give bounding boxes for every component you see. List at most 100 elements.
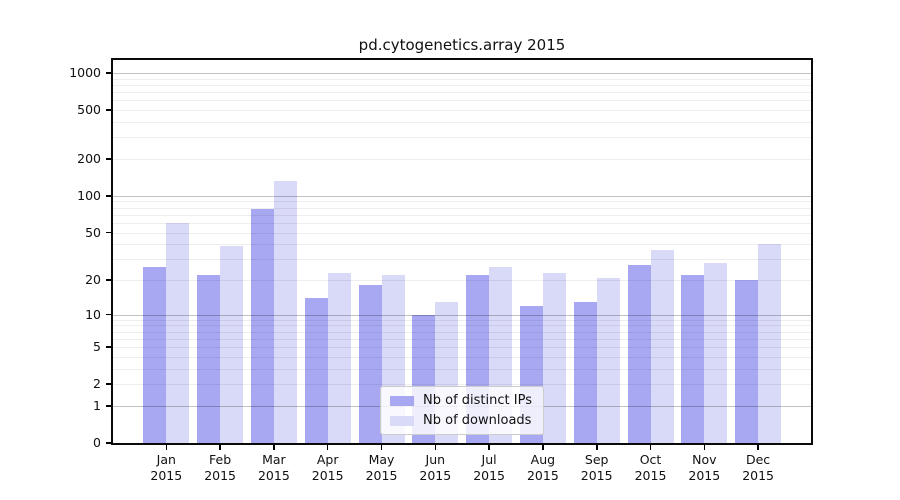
minor-gridline: [113, 356, 811, 358]
y-tick-label: 20: [85, 272, 101, 287]
x-tick-label: Jan 2015: [150, 452, 183, 483]
minor-gridline: [113, 85, 811, 86]
x-tick: [219, 445, 221, 450]
y-tick-label: 2: [93, 376, 101, 392]
legend-item-distinct-ips: Nb of distinct IPs: [390, 393, 532, 408]
bar-sep-distinct-ips: [573, 301, 597, 443]
y-tick: [106, 405, 111, 407]
x-tick-label: Apr 2015: [311, 452, 344, 483]
y-tick-label: 5: [93, 339, 101, 355]
minor-gridline: [113, 338, 811, 340]
x-tick: [703, 445, 705, 450]
y-tick-label: 100: [77, 187, 101, 203]
bar-dec-distinct-ips: [735, 280, 759, 443]
legend-swatch-distinct-ips: [390, 395, 415, 406]
x-tick: [649, 445, 652, 450]
minor-gridline: [113, 259, 811, 261]
bar-dec-downloads: [758, 244, 782, 443]
bar-oct-distinct-ips: [627, 264, 651, 443]
minor-gridline: [113, 368, 811, 370]
bar-mar-distinct-ips: [250, 209, 274, 443]
minor-gridline: [113, 244, 811, 246]
bar-aug-downloads: [542, 272, 566, 443]
minor-gridline: [113, 92, 811, 94]
x-tick-label: Oct 2015: [634, 452, 667, 483]
x-tick-label: Mar 2015: [257, 452, 290, 483]
y-tick: [106, 383, 111, 385]
y-tick: [106, 279, 111, 281]
y-tick: [106, 442, 111, 444]
y-tick-label: 0: [93, 435, 101, 450]
y-tick: [106, 195, 111, 197]
minor-gridline: [113, 325, 811, 327]
y-tick: [106, 313, 111, 316]
y-tick-label: 1000: [69, 65, 101, 80]
bar-nov-downloads: [704, 262, 728, 443]
legend-item-downloads: Nb of downloads: [390, 413, 532, 428]
bar-feb-downloads: [220, 245, 244, 443]
x-tick: [542, 445, 544, 450]
x-tick-label: Jun 2015: [419, 452, 452, 483]
bar-apr-distinct-ips: [304, 298, 328, 443]
x-tick: [380, 445, 383, 450]
major-gridline: [113, 73, 811, 74]
bar-jan-downloads: [166, 222, 190, 443]
minor-gridline: [113, 331, 811, 333]
minor-gridline: [113, 280, 811, 281]
x-tick: [434, 445, 437, 450]
y-tick-label: 1: [93, 397, 101, 413]
bar-jan-distinct-ips: [143, 266, 167, 443]
x-tick: [488, 445, 490, 450]
x-tick-label: Aug 2015: [526, 452, 559, 483]
y-tick: [106, 346, 111, 348]
x-tick: [596, 445, 598, 450]
legend: Nb of distinct IPs Nb of downloads: [380, 386, 544, 435]
minor-gridline: [113, 319, 811, 321]
minor-gridline: [113, 78, 811, 80]
minor-gridline: [113, 159, 811, 160]
x-tick: [326, 445, 329, 450]
bar-apr-downloads: [327, 272, 351, 443]
x-tick: [273, 445, 275, 450]
legend-swatch-downloads: [390, 415, 415, 426]
x-tick: [757, 445, 759, 450]
legend-label-distinct-ips: Nb of distinct IPs: [423, 393, 532, 408]
y-tick-label: 10: [85, 306, 101, 322]
y-tick-label: 50: [85, 224, 101, 240]
y-tick-label: 500: [77, 102, 101, 118]
x-tick-label: Nov 2015: [688, 452, 721, 483]
chart-title: pd.cytogenetics.array 2015: [358, 36, 566, 54]
y-tick: [106, 72, 111, 74]
x-tick-label: Sep 2015: [580, 452, 613, 483]
minor-gridline: [113, 110, 811, 112]
x-tick-label: Dec 2015: [742, 452, 774, 483]
minor-gridline: [113, 207, 811, 209]
y-tick-label: 200: [77, 151, 101, 166]
y-tick: [106, 158, 111, 160]
x-tick-label: Feb 2015: [204, 452, 236, 483]
bar-nov-distinct-ips: [681, 275, 705, 443]
plot-area: Nb of distinct IPs Nb of downloads: [113, 60, 811, 443]
major-gridline: [113, 314, 811, 316]
x-tick-label: May 2015: [365, 452, 398, 483]
minor-gridline: [113, 201, 811, 203]
bar-oct-downloads: [650, 249, 674, 443]
minor-gridline: [113, 232, 811, 234]
minor-gridline: [113, 100, 811, 102]
legend-label-downloads: Nb of downloads: [423, 413, 532, 428]
minor-gridline: [113, 222, 811, 224]
major-gridline: [113, 195, 811, 197]
y-tick: [106, 231, 111, 234]
bar-sep-downloads: [596, 277, 620, 443]
minor-gridline: [113, 347, 811, 349]
bar-mar-downloads: [273, 180, 297, 443]
minor-gridline: [113, 214, 811, 216]
minor-gridline: [113, 137, 811, 139]
bar-may-distinct-ips: [358, 285, 382, 443]
x-tick-label: Jul 2015: [473, 452, 505, 483]
bar-feb-distinct-ips: [197, 275, 221, 443]
minor-gridline: [113, 384, 811, 386]
minor-gridline: [113, 122, 811, 123]
x-tick: [165, 445, 168, 450]
